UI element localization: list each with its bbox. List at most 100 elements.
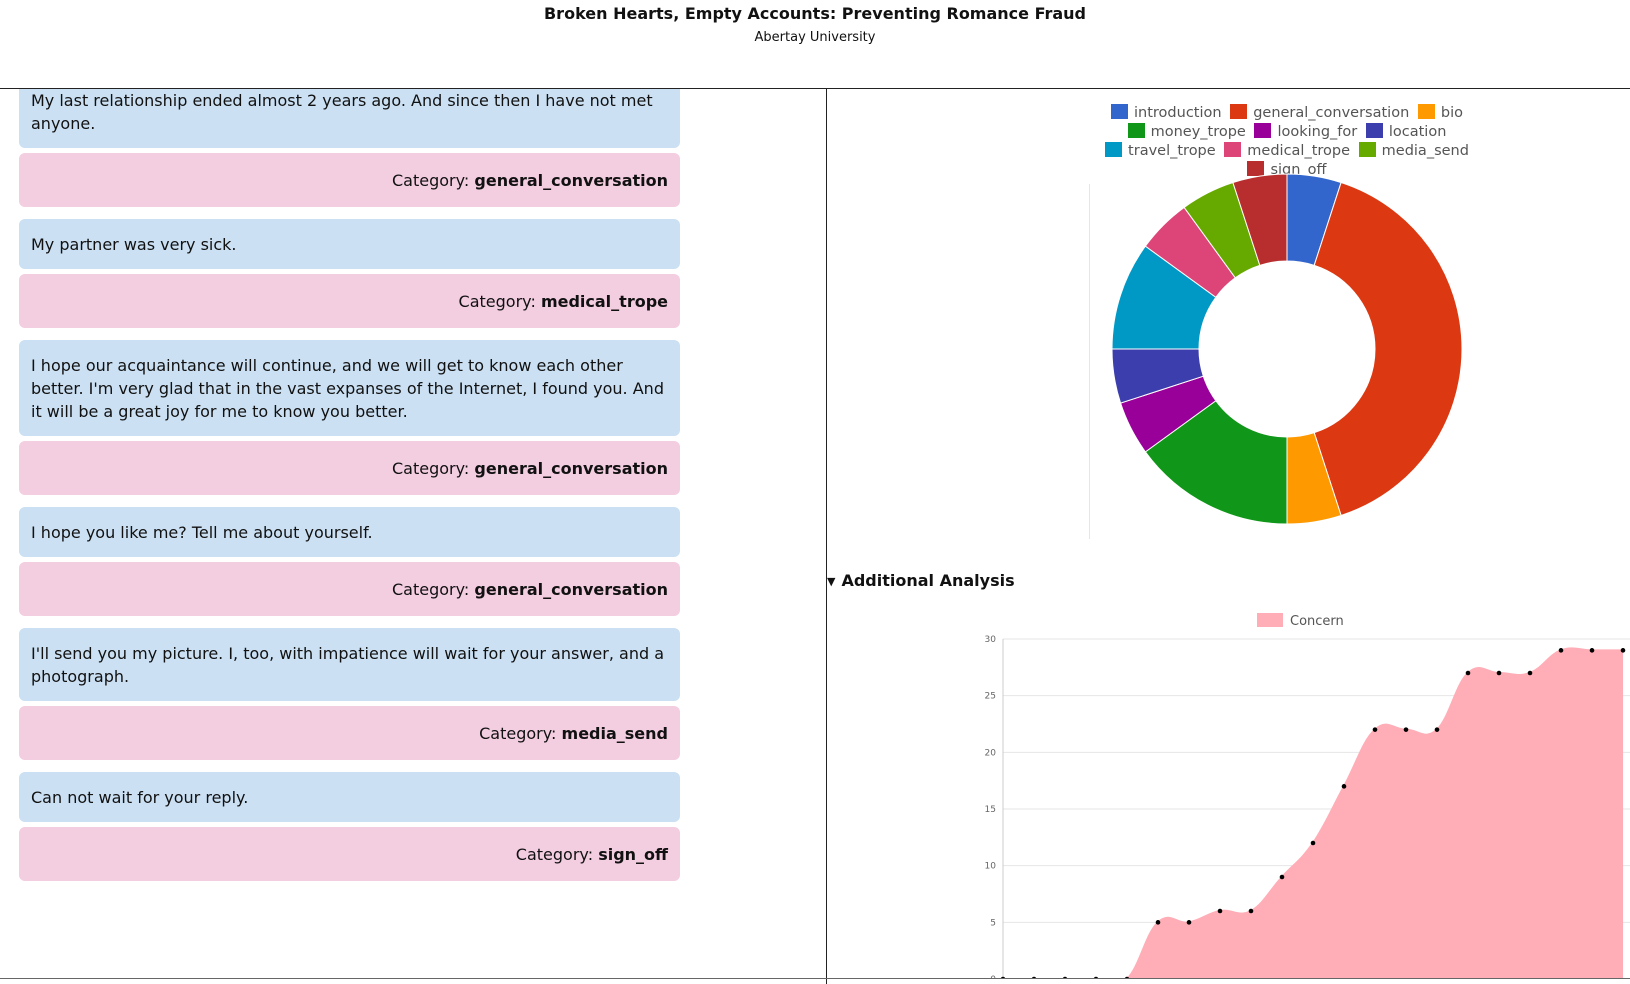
category-donut-chart [1111,173,1463,525]
concern-legend-label: Concern [1290,614,1344,629]
panel-divider [826,88,827,984]
category-value: sign_off [598,845,668,864]
concern-point[interactable] [1465,670,1471,676]
message-text: Can not wait for your reply. [19,772,680,822]
concern-legend: Concern [1257,613,1344,629]
concern-point[interactable] [1124,976,1130,978]
message-list: My last relationship ended almost 2 year… [19,89,680,893]
y-tick-label: 25 [985,692,996,702]
concern-point[interactable] [1403,727,1409,732]
pie-legend-swatch [1254,123,1272,138]
category-value: general_conversation [474,580,668,599]
concern-point[interactable] [1434,727,1440,732]
category-prefix: Category: [515,845,599,864]
page-title: Broken Hearts, Empty Accounts: Preventin… [543,4,1087,23]
y-tick-label: 0 [990,975,996,978]
pie-legend-item[interactable]: general_conversation [1230,104,1409,123]
concern-area [1127,648,1623,978]
pie-legend-item[interactable]: medical_trope [1224,142,1350,161]
pie-legend-item[interactable]: looking_for [1254,123,1357,142]
message-category: Category: general_conversation [19,562,680,616]
category-value: medical_trope [540,292,668,311]
pie-legend-label: travel_trope [1128,143,1216,159]
concern-point[interactable] [1310,840,1316,846]
y-tick-label: 5 [990,918,996,928]
concern-point[interactable] [1248,908,1254,914]
pie-legend: introduction general_conversation bio mo… [1097,104,1477,180]
category-value: media_send [561,724,668,743]
concern-point[interactable] [1031,976,1037,978]
pie-legend-label: medical_trope [1247,143,1351,159]
pie-legend-label: looking_for [1277,124,1358,140]
pie-legend-swatch [1224,142,1242,157]
category-prefix: Category: [392,580,475,599]
concern-area-chart: 0 5 10 15 20 25 30 [985,635,1630,978]
page-subtitle: Abertay University [754,30,876,45]
pie-axis-line [1089,184,1090,539]
pie-legend-label: introduction [1134,105,1222,121]
y-tick-label: 20 [985,748,997,758]
additional-analysis-toggle[interactable]: ▼ Additional Analysis [827,571,1015,590]
message-category: Category: medical_trope [19,274,680,328]
pie-legend-swatch [1365,123,1383,138]
message-text: I hope our acquaintance will continue, a… [19,340,680,436]
pie-legend-label: location [1388,124,1447,140]
pie-legend-item[interactable]: bio [1417,104,1463,123]
pie-legend-swatch [1111,104,1129,119]
category-value: general_conversation [474,171,668,190]
concern-point[interactable] [1527,670,1533,676]
concern-point[interactable] [1062,976,1068,978]
concern-point[interactable] [1093,976,1099,978]
pie-legend-item[interactable]: introduction [1111,104,1222,123]
pie-legend-swatch [1417,104,1435,119]
analysis-panel[interactable]: introduction general_conversation bio mo… [827,89,1630,978]
concern-point[interactable] [1589,648,1595,653]
category-prefix: Category: [392,459,475,478]
concern-legend-swatch [1257,613,1283,627]
message-category: Category: media_send [19,706,680,760]
pie-legend-swatch [1105,142,1123,157]
pie-legend-label: general_conversation [1253,105,1410,121]
message-category: Category: general_conversation [19,441,680,495]
pie-legend-label: media_send [1381,143,1469,159]
concern-point[interactable] [1217,908,1223,914]
concern-point[interactable] [1155,920,1161,925]
concern-point[interactable] [1279,874,1285,880]
concern-point[interactable] [1558,648,1564,653]
message-text: My last relationship ended almost 2 year… [19,89,680,148]
pie-legend-label: bio [1440,105,1463,121]
concern-point[interactable] [1372,727,1378,732]
pie-legend-swatch [1358,142,1376,157]
pie-legend-label: money_trope [1150,124,1246,140]
concern-point[interactable] [1620,648,1626,653]
concern-point[interactable] [1000,976,1006,978]
message-category: Category: general_conversation [19,153,680,207]
pie-slice-sign_off[interactable] [1232,173,1288,266]
message-category: Category: sign_off [19,827,680,881]
pie-legend-item[interactable]: travel_trope [1105,142,1216,161]
y-tick-label: 10 [985,862,997,872]
footer-divider [0,978,1630,979]
pie-legend-swatch [1127,123,1145,138]
concern-point[interactable] [1341,784,1347,789]
pie-legend-item[interactable]: location [1365,123,1447,142]
message-panel[interactable]: My last relationship ended almost 2 year… [0,89,826,978]
category-prefix: Category: [479,724,562,743]
category-prefix: Category: [392,171,475,190]
category-prefix: Category: [458,292,541,311]
concern-point[interactable] [1496,670,1502,676]
y-tick-label: 30 [985,635,997,645]
pie-legend-swatch [1230,104,1248,119]
message-text: My partner was very sick. [19,219,680,269]
category-value: general_conversation [474,459,668,478]
message-text: I hope you like me? Tell me about yourse… [19,507,680,557]
pie-legend-item[interactable]: media_send [1358,142,1469,161]
concern-point[interactable] [1186,920,1192,925]
message-text: I'll send you my picture. I, too, with i… [19,628,680,701]
pie-slice-general_conversation[interactable] [1313,181,1463,517]
pie-legend-item[interactable]: money_trope [1127,123,1246,142]
page-header: Broken Hearts, Empty Accounts: Preventin… [0,0,1630,88]
disclosure-triangle-icon: ▼ [827,575,836,588]
header-divider [0,88,1630,89]
additional-analysis-label: Additional Analysis [841,571,1015,590]
